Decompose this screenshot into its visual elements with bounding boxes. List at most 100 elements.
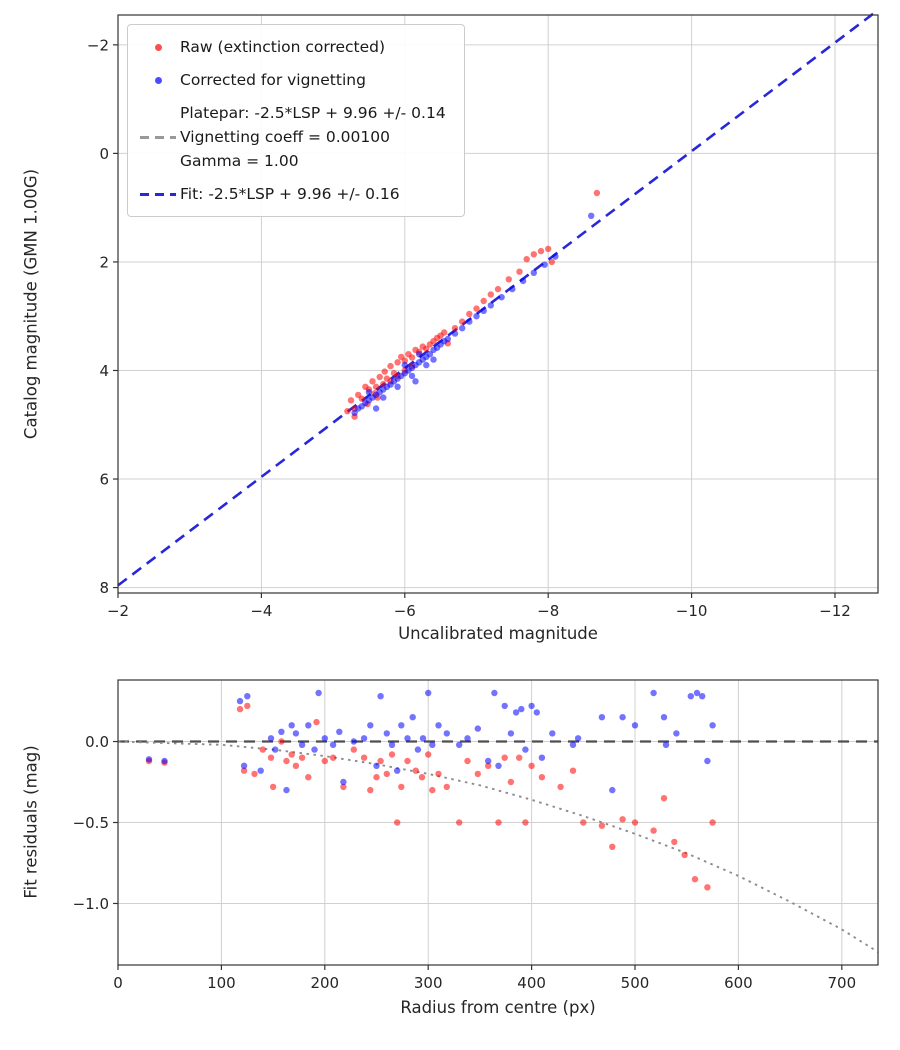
scatter-point <box>267 735 275 742</box>
scatter-point <box>650 827 657 834</box>
top-y-axis-label: Catalog magnitude (GMN 1.00G) <box>21 168 41 440</box>
scatter-point <box>487 291 494 298</box>
blue-scatter-marker-icon <box>136 76 180 84</box>
scatter-point <box>552 253 559 260</box>
bottom-x-axis-label: Radius from centre (px) <box>400 998 596 1017</box>
scatter-point <box>466 318 473 325</box>
scatter-point <box>549 730 556 737</box>
red-scatter-marker-icon <box>136 43 180 51</box>
scatter-point <box>394 767 401 774</box>
scatter-point <box>418 774 426 781</box>
scatter-point <box>660 795 668 802</box>
scatter-point <box>704 884 711 891</box>
x-tick-label: −10 <box>676 602 708 620</box>
scatter-point <box>315 689 322 697</box>
legend-item-corrected: Corrected for vignetting <box>136 68 446 92</box>
scatter-point <box>660 714 668 721</box>
scatter-point <box>530 251 537 258</box>
scatter-point <box>267 754 275 761</box>
scatter-point <box>381 368 388 375</box>
residuals-plot: 0 100 200 300 400 500 600 700 0.0 −0.5 −1.0 <box>73 679 879 992</box>
scatter-point <box>347 397 355 404</box>
series-corrected-for-vignetting <box>351 212 595 416</box>
scatter-point <box>631 722 639 729</box>
scatter-point <box>283 786 290 794</box>
scatter-point <box>580 819 587 826</box>
y-tick-label: 6 <box>99 471 109 489</box>
scatter-point <box>429 741 436 748</box>
y-tick-label: −0.5 <box>73 814 109 832</box>
scatter-point <box>512 709 520 716</box>
scatter-point <box>528 702 535 710</box>
scatter-point <box>412 378 419 385</box>
scatter-point <box>704 757 711 765</box>
scatter-point <box>545 245 552 253</box>
scatter-point <box>516 754 523 761</box>
scatter-point <box>340 778 347 786</box>
scatter-point <box>519 277 527 285</box>
scatter-point <box>495 819 502 826</box>
scatter-point <box>423 361 430 369</box>
scatter-point <box>415 351 423 358</box>
scatter-point <box>501 702 508 710</box>
scatter-point <box>466 310 473 318</box>
scatter-point <box>244 702 251 710</box>
scatter-point <box>673 730 680 737</box>
vignetting-model-line <box>117 740 879 953</box>
scatter-point <box>240 762 248 769</box>
scatter-point <box>240 767 248 774</box>
scatter-point <box>505 276 512 283</box>
calibration-plot: −2 −4 −6 −8 −10 −12 −2 0 2 4 6 8 <box>87 9 879 620</box>
scatter-point <box>321 757 328 765</box>
scatter-point <box>662 741 670 748</box>
scatter-point <box>380 394 387 401</box>
scatter-point <box>373 774 380 781</box>
legend-label-platepar: Platepar: -2.5*LSP + 9.96 +/- 0.14 Vigne… <box>180 104 446 171</box>
scatter-point <box>619 816 626 823</box>
scatter-point <box>298 741 306 748</box>
scatter-point <box>538 754 546 761</box>
scatter-point <box>574 735 582 742</box>
scatter-point <box>377 757 384 765</box>
y-tick-label: −2 <box>87 36 109 54</box>
scatter-point <box>365 389 373 396</box>
scatter-point <box>394 359 401 366</box>
legend-label-fit: Fit: -2.5*LSP + 9.96 +/- 0.16 <box>180 185 400 204</box>
x-tick-label: 0 <box>113 974 123 992</box>
scatter-point <box>530 269 537 276</box>
scatter-point <box>522 746 529 753</box>
scatter-point <box>435 722 442 729</box>
scatter-point <box>236 697 244 705</box>
scatter-point <box>474 770 481 778</box>
scatter-point <box>516 268 523 275</box>
bottom-y-axis-label: Fit residuals (mag) <box>21 745 41 899</box>
scatter-point <box>671 838 678 846</box>
scatter-point <box>557 783 564 791</box>
legend-label-raw: Raw (extinction corrected) <box>180 38 386 56</box>
scatter-point <box>487 302 494 309</box>
scatter-point <box>360 754 368 761</box>
scatter-point <box>401 357 408 364</box>
scatter-point <box>283 757 290 765</box>
scatter-point <box>278 728 285 735</box>
scatter-point <box>372 405 380 412</box>
scatter-point <box>244 693 251 700</box>
scatter-point <box>533 709 540 716</box>
series-raw-residuals <box>145 702 716 891</box>
plot-border <box>117 14 879 594</box>
legend-item-fit: Fit: -2.5*LSP + 9.96 +/- 0.16 <box>136 182 446 206</box>
scatter-point <box>709 722 716 729</box>
x-tick-label: 100 <box>207 974 236 992</box>
scatter-point <box>609 786 616 794</box>
scatter-point <box>569 767 577 774</box>
scatter-point <box>414 746 422 753</box>
scatter-point <box>491 689 498 697</box>
scatter-point <box>404 735 411 742</box>
scatter-point <box>394 383 401 390</box>
scatter-point <box>288 722 295 729</box>
scatter-point <box>474 725 481 732</box>
scatter-point <box>528 762 535 769</box>
series-corrected-residuals <box>145 689 716 794</box>
